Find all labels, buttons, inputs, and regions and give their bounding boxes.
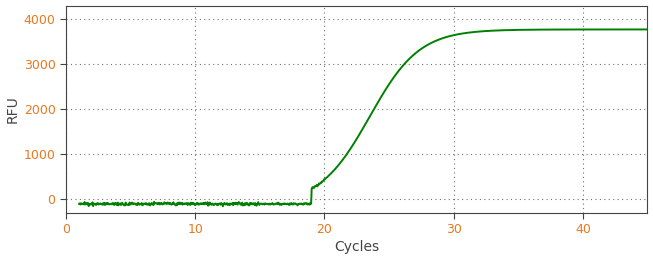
X-axis label: Cycles: Cycles — [334, 240, 379, 255]
Y-axis label: RFU: RFU — [6, 95, 20, 123]
